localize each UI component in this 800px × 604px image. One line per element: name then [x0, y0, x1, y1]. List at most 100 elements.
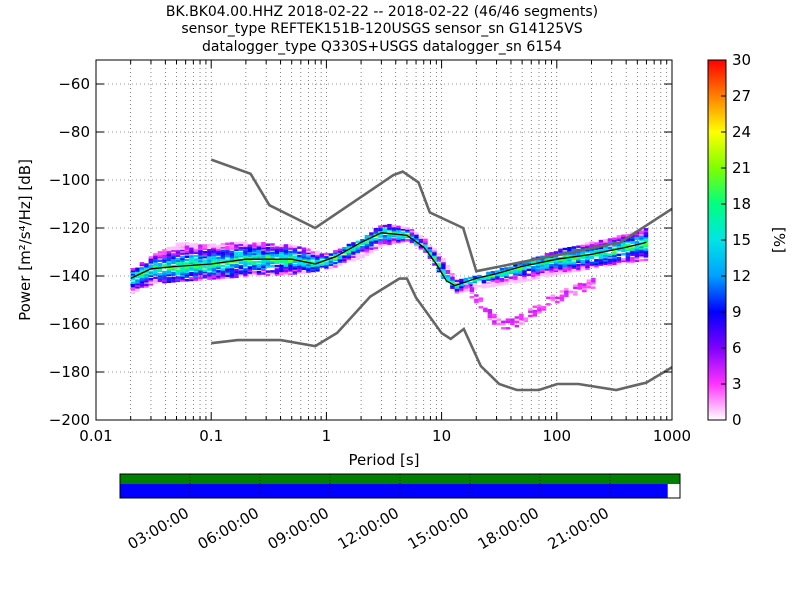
density-cell: [333, 261, 338, 265]
density-cell: [211, 263, 217, 267]
density-cell: [144, 263, 149, 266]
density-cell: [265, 243, 271, 246]
density-cell: [306, 263, 311, 267]
density-cell: [139, 278, 145, 282]
density-cell: [550, 296, 556, 300]
density-cell: [342, 257, 347, 260]
density-cell: [279, 251, 284, 254]
density-cell: [243, 271, 248, 275]
density-cell: [166, 267, 172, 270]
density-cell: [351, 255, 356, 259]
density-cell: [427, 251, 433, 255]
density-cell: [306, 265, 311, 268]
density-cell: [171, 249, 176, 253]
density-cell: [594, 250, 599, 254]
density-cell: [207, 277, 212, 280]
density-cell: [459, 278, 464, 282]
density-cell: [423, 250, 428, 253]
density-cell: [135, 282, 140, 286]
density-cell: [198, 269, 203, 273]
density-cell: [351, 258, 356, 262]
density-cell: [555, 296, 560, 300]
density-cell: [234, 245, 239, 248]
density-cell: [594, 260, 599, 264]
density-cell: [166, 248, 172, 252]
density-cell: [495, 277, 500, 280]
density-cell: [283, 272, 289, 276]
density-cell: [405, 227, 410, 230]
plot-frame: [95, 59, 673, 421]
density-cell: [378, 238, 383, 242]
density-cell: [162, 270, 167, 274]
density-cell: [400, 234, 406, 238]
density-cell: [469, 295, 475, 299]
density-cell: [559, 290, 565, 293]
density-cell: [598, 253, 604, 256]
density-cell: [288, 250, 293, 254]
density-cell: [553, 269, 559, 273]
density-cell: [355, 254, 361, 257]
density-cell: [553, 261, 559, 264]
density-cell: [558, 272, 563, 275]
density-cell: [559, 296, 565, 300]
density-cell: [153, 273, 158, 276]
density-cell: [166, 255, 172, 258]
density-cell: [616, 245, 622, 248]
density-cell: [265, 260, 271, 263]
density-cell: [459, 288, 464, 292]
density-cell: [535, 276, 541, 280]
density-cell: [261, 257, 266, 260]
density-cell: [319, 265, 325, 268]
density-cell: [478, 306, 484, 309]
density-cell: [616, 243, 622, 247]
density-cell: [175, 279, 181, 283]
density-cell: [571, 257, 577, 261]
density-cell: [265, 263, 271, 267]
density-cell: [193, 268, 199, 271]
density-cell: [360, 249, 365, 252]
density-cell: [612, 239, 617, 242]
density-cell: [355, 240, 361, 244]
density-cell: [220, 273, 226, 276]
density-cell: [220, 271, 226, 274]
density-cell: [202, 276, 208, 279]
density-cell: [243, 268, 248, 271]
density-cell: [220, 264, 226, 268]
density-cell: [607, 261, 613, 265]
density-cell: [634, 256, 640, 259]
density-cell: [504, 270, 509, 274]
density-cell: [499, 267, 505, 271]
colorbar-tick-label: 27: [732, 87, 751, 105]
density-cell: [135, 289, 140, 292]
density-cell: [441, 276, 446, 280]
density-cell: [184, 278, 190, 282]
density-cell: [567, 248, 572, 252]
density-cell: [292, 260, 298, 263]
density-cell: [324, 257, 329, 261]
density-cell: [576, 245, 581, 248]
density-cell: [414, 232, 419, 235]
density-cell: [198, 249, 203, 252]
density-cell: [441, 271, 446, 274]
density-cell: [229, 264, 235, 267]
density-cell: [175, 262, 181, 266]
density-cell: [598, 259, 604, 263]
density-cell: [301, 250, 307, 254]
density-cell: [180, 247, 185, 250]
density-cell: [144, 280, 149, 283]
density-cell: [540, 262, 545, 265]
density-cell: [202, 260, 208, 264]
density-cell: [247, 249, 253, 252]
density-cell: [414, 237, 419, 240]
x-tick-label: 10: [432, 427, 451, 445]
colorbar-tick-label: 30: [732, 51, 751, 69]
density-cell: [409, 240, 415, 244]
density-cell: [346, 258, 352, 262]
density-cell: [499, 269, 505, 273]
density-cell: [166, 270, 172, 273]
density-cell: [513, 265, 518, 269]
density-cell: [490, 276, 496, 279]
density-cell: [546, 303, 551, 306]
density-cell: [586, 281, 592, 285]
density-cell: [643, 244, 649, 248]
